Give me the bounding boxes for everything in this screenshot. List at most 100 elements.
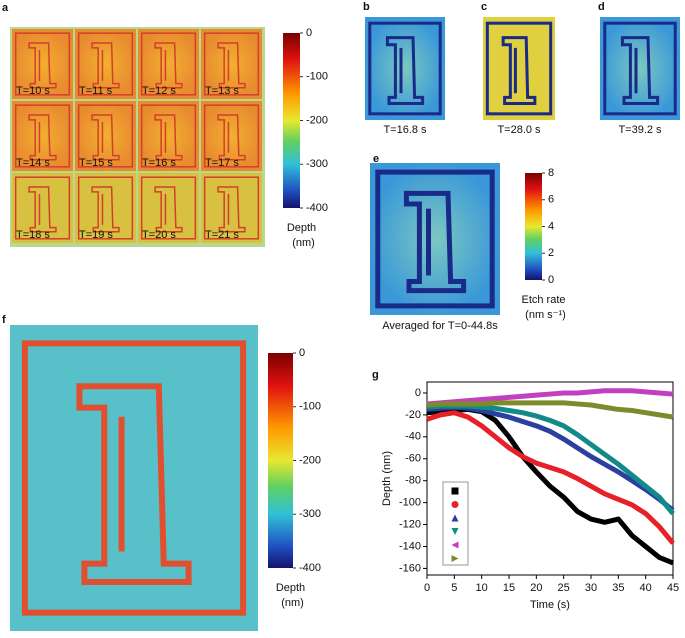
- panel-label: e: [373, 153, 379, 165]
- frame-label: T=17 s: [205, 157, 239, 169]
- letter-i: [154, 42, 183, 89]
- y-tick-label: -140: [399, 540, 421, 552]
- panel-label: d: [598, 1, 605, 13]
- colorbar-tick-label: -200: [306, 114, 328, 126]
- colorbar-unit: (nm): [292, 237, 315, 249]
- letter-i: [28, 186, 57, 233]
- letter-i: [154, 186, 183, 233]
- frame: [140, 176, 197, 240]
- frame: [203, 32, 260, 96]
- colorbar-tick-label: -400: [306, 202, 328, 214]
- frame-label: T=20 s: [142, 229, 176, 241]
- y-tick-label: -40: [405, 431, 421, 443]
- caption: T=16.8 s: [383, 124, 427, 136]
- colorbar-tick-label: -300: [299, 508, 321, 520]
- letter-i: [91, 42, 120, 89]
- frame-label: T=11 s: [79, 85, 113, 97]
- heatmap-image: [201, 173, 262, 243]
- frame: [21, 340, 247, 616]
- caption: T=28.0 s: [497, 124, 541, 136]
- frame: [368, 21, 442, 116]
- colorbar: [268, 353, 293, 568]
- panel-label: c: [481, 1, 487, 13]
- colorbar-label: Depth: [276, 582, 305, 594]
- image-bg: [10, 325, 258, 631]
- frame-label: T=16 s: [142, 157, 176, 169]
- legend-marker: [451, 528, 459, 535]
- letter-i: [217, 186, 246, 233]
- frame: [603, 21, 677, 116]
- letter-i: [28, 42, 57, 89]
- colorbar-unit: (nm): [281, 597, 304, 609]
- frame: [203, 176, 260, 240]
- y-tick-label: -120: [399, 518, 421, 530]
- heatmap-image: [483, 17, 555, 120]
- x-tick-label: 25: [558, 582, 570, 594]
- letter-i: [501, 36, 537, 106]
- legend-marker: [451, 541, 459, 549]
- letter-i: [217, 42, 246, 89]
- data-line: [426, 388, 674, 407]
- colorbar-tick-label: -100: [306, 71, 328, 83]
- y-tick-label: -60: [405, 453, 421, 465]
- heatmap-image: [365, 17, 445, 120]
- y-tick-label: -20: [405, 409, 421, 421]
- heatmap-image: [75, 29, 136, 99]
- x-tick-label: 45: [667, 582, 679, 594]
- frame-label: T=14 s: [16, 157, 50, 169]
- colorbar-tick-label: -100: [299, 401, 321, 413]
- letter-i: [154, 114, 183, 161]
- frame-label: T=13 s: [205, 85, 239, 97]
- x-tick-label: 5: [451, 582, 457, 594]
- x-tick-label: 0: [424, 582, 430, 594]
- letter-i: [620, 36, 660, 106]
- legend: [442, 481, 469, 566]
- frame-label: T=19 s: [79, 229, 113, 241]
- frame-label: T=12 s: [142, 85, 176, 97]
- letter-i: [28, 114, 57, 161]
- colorbar-tick-label: 4: [548, 220, 554, 232]
- frame: [140, 32, 197, 96]
- panel-label: g: [372, 369, 379, 381]
- colorbar: [525, 173, 542, 280]
- plot-frame: [426, 381, 674, 576]
- letter-i: [76, 383, 192, 586]
- frame-label: T=18 s: [16, 229, 50, 241]
- colorbar-unit: (nm s⁻¹): [525, 309, 566, 321]
- colorbar-label: Depth: [287, 222, 316, 234]
- frame-label: T=21 s: [205, 229, 239, 241]
- legend-marker: [451, 487, 459, 495]
- heatmap-image: [12, 173, 73, 243]
- letter-i: [385, 36, 425, 106]
- frame: [140, 104, 197, 168]
- heatmap-image: [201, 29, 262, 99]
- frame-label: T=15 s: [79, 157, 113, 169]
- heatmap-image: [201, 101, 262, 171]
- heatmap-image: [138, 173, 199, 243]
- frame-label: T=10 s: [16, 85, 50, 97]
- colorbar-tick-label: 8: [548, 167, 554, 179]
- x-tick-label: 15: [503, 582, 515, 594]
- y-tick-label: -100: [399, 497, 421, 509]
- heatmap-image: [12, 29, 73, 99]
- heatmap-image: [12, 101, 73, 171]
- heatmap-image: [75, 173, 136, 243]
- colorbar-tick-label: 0: [548, 274, 554, 286]
- y-tick-label: -80: [405, 475, 421, 487]
- panel-label: f: [2, 314, 6, 326]
- legend-marker: [451, 501, 459, 508]
- frame: [14, 104, 71, 168]
- x-tick-label: 40: [640, 582, 652, 594]
- caption: Averaged for T=0-44.8s: [382, 320, 498, 332]
- y-tick-label: -160: [399, 562, 421, 574]
- colorbar: [283, 33, 300, 208]
- heatmap-image: [600, 17, 680, 120]
- data-line: [426, 410, 675, 545]
- y-axis-title: Depth (nm): [381, 451, 393, 506]
- heatmap-image: [370, 163, 500, 315]
- letter-i: [217, 114, 246, 161]
- x-tick-label: 10: [476, 582, 488, 594]
- legend-marker: [451, 514, 459, 522]
- caption: T=39.2 s: [618, 124, 662, 136]
